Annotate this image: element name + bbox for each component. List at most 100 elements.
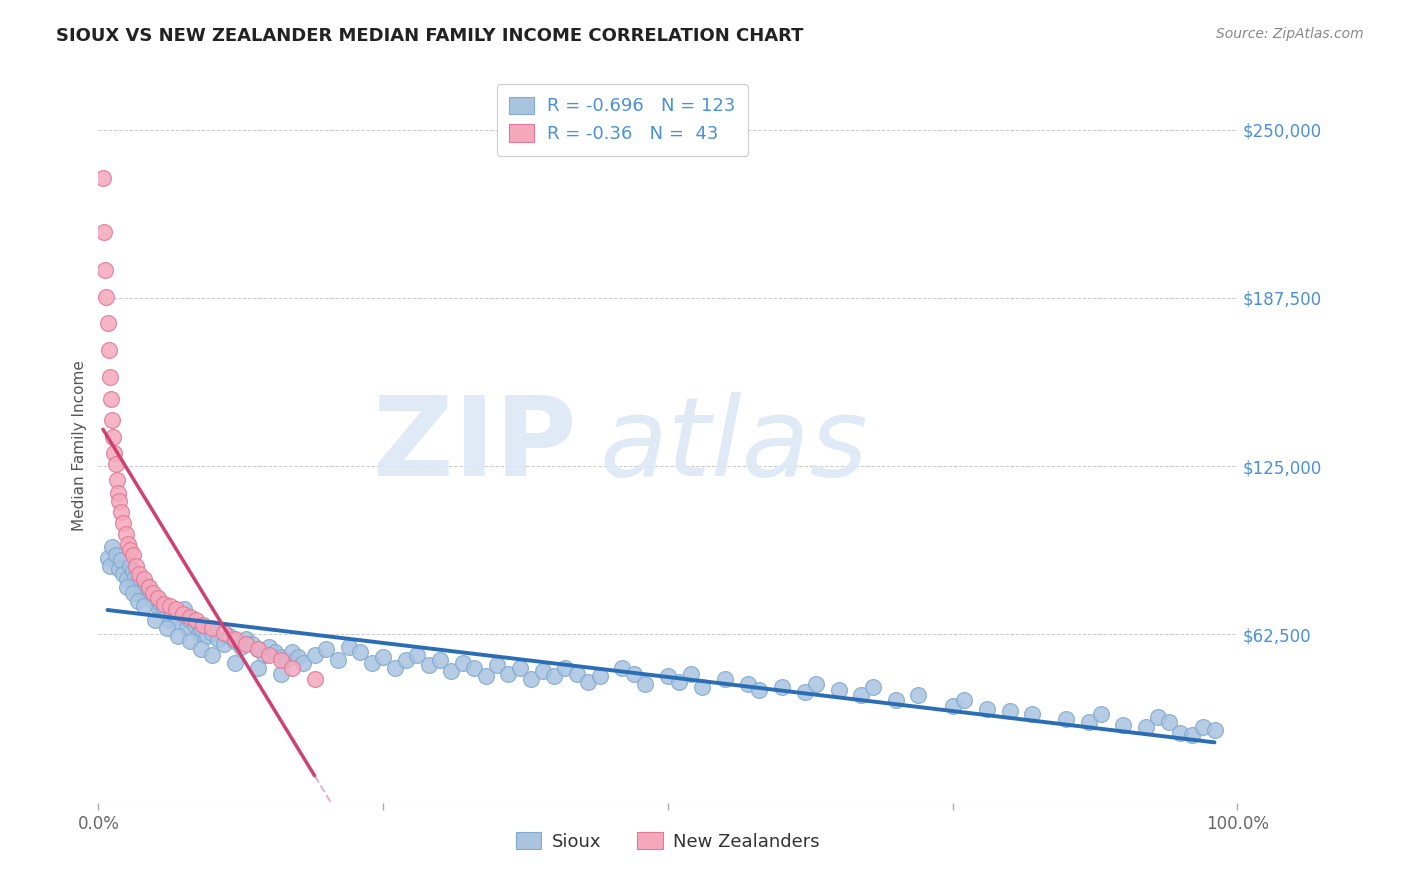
Point xyxy=(976,701,998,715)
Point xyxy=(1078,714,1101,729)
Point xyxy=(737,677,759,691)
Point xyxy=(520,672,543,686)
Point xyxy=(588,669,610,683)
Point xyxy=(235,637,257,651)
Point xyxy=(156,607,179,622)
Point xyxy=(246,642,269,657)
Point xyxy=(201,621,224,635)
Point xyxy=(634,677,657,691)
Point xyxy=(451,656,474,670)
Point xyxy=(179,634,201,648)
Point xyxy=(212,637,235,651)
Point xyxy=(224,656,246,670)
Point xyxy=(146,599,169,614)
Point xyxy=(281,645,304,659)
Point xyxy=(124,569,146,583)
Point xyxy=(240,637,263,651)
Text: atlas: atlas xyxy=(599,392,868,500)
Point xyxy=(201,648,224,662)
Point xyxy=(186,613,208,627)
Point xyxy=(440,664,463,678)
Point xyxy=(270,650,292,665)
Point xyxy=(371,650,394,665)
Point xyxy=(281,661,304,675)
Point xyxy=(612,661,634,675)
Point xyxy=(121,548,143,562)
Point xyxy=(463,661,485,675)
Point xyxy=(97,343,120,358)
Point xyxy=(1112,717,1135,731)
Point xyxy=(804,677,827,691)
Point xyxy=(1021,706,1043,721)
Point xyxy=(576,674,599,689)
Point xyxy=(486,658,509,673)
Point xyxy=(120,558,142,573)
Point xyxy=(112,566,135,581)
Point xyxy=(153,597,176,611)
Point xyxy=(235,632,257,646)
Point xyxy=(884,693,907,707)
Point xyxy=(252,648,274,662)
Point xyxy=(474,669,496,683)
Point xyxy=(668,674,690,689)
Point xyxy=(128,566,150,581)
Text: ZIP: ZIP xyxy=(374,392,576,500)
Point xyxy=(190,642,212,657)
Point xyxy=(554,661,576,675)
Point xyxy=(395,653,418,667)
Point xyxy=(326,653,349,667)
Point xyxy=(360,656,382,670)
Point xyxy=(94,262,117,277)
Point xyxy=(179,610,201,624)
Point xyxy=(96,289,118,303)
Point xyxy=(851,688,873,702)
Point xyxy=(201,626,224,640)
Point xyxy=(218,629,240,643)
Point xyxy=(179,613,201,627)
Point xyxy=(101,540,124,554)
Point xyxy=(132,599,155,614)
Point xyxy=(156,621,179,635)
Point xyxy=(337,640,360,654)
Point xyxy=(224,632,246,646)
Point xyxy=(276,653,298,667)
Point xyxy=(748,682,770,697)
Point xyxy=(1192,720,1215,734)
Point xyxy=(176,621,198,635)
Point xyxy=(138,586,160,600)
Point xyxy=(115,580,138,594)
Point xyxy=(107,486,129,500)
Point xyxy=(259,640,281,654)
Point xyxy=(418,658,440,673)
Point xyxy=(406,648,429,662)
Point xyxy=(101,413,124,427)
Point xyxy=(287,650,309,665)
Point xyxy=(98,558,121,573)
Text: SIOUX VS NEW ZEALANDER MEDIAN FAMILY INCOME CORRELATION CHART: SIOUX VS NEW ZEALANDER MEDIAN FAMILY INC… xyxy=(56,27,804,45)
Point xyxy=(110,505,132,519)
Point xyxy=(146,591,169,606)
Point xyxy=(98,370,121,384)
Point xyxy=(679,666,702,681)
Point xyxy=(145,613,167,627)
Point xyxy=(105,473,128,487)
Legend: Sioux, New Zealanders: Sioux, New Zealanders xyxy=(509,825,827,858)
Point xyxy=(1170,726,1192,740)
Point xyxy=(91,171,114,186)
Point xyxy=(429,653,451,667)
Point xyxy=(212,626,235,640)
Point xyxy=(138,580,160,594)
Point xyxy=(1054,712,1078,726)
Point xyxy=(270,653,292,667)
Point xyxy=(793,685,815,699)
Point xyxy=(657,669,679,683)
Point xyxy=(184,618,207,632)
Point xyxy=(103,446,125,460)
Point xyxy=(127,574,149,589)
Y-axis label: Median Family Income: Median Family Income xyxy=(72,360,87,532)
Text: Source: ZipAtlas.com: Source: ZipAtlas.com xyxy=(1216,27,1364,41)
Point xyxy=(103,429,125,443)
Point xyxy=(115,572,138,586)
Point xyxy=(714,672,737,686)
Point xyxy=(531,664,554,678)
